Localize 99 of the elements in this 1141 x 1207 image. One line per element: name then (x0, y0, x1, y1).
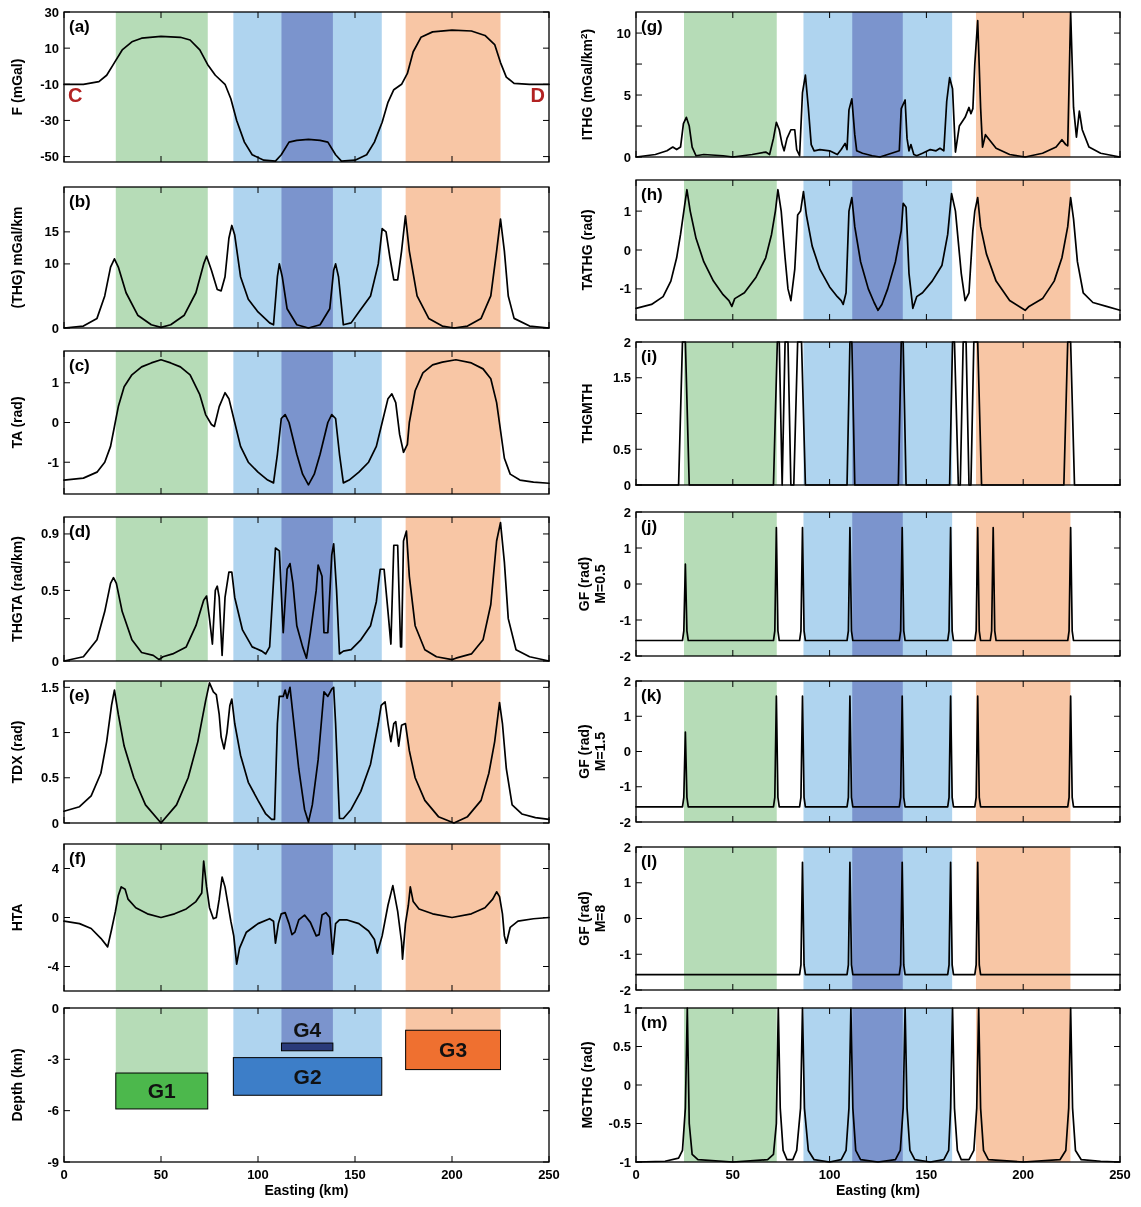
y-tick-label: -10 (40, 76, 59, 92)
x-tick-label: 100 (247, 1167, 269, 1182)
y-tick-label: 10 (616, 25, 631, 41)
y-tick-label: -2 (619, 982, 631, 998)
y-tick-label: -1 (47, 454, 59, 470)
y-tick-label: 1 (51, 375, 59, 391)
y-tick-label: 0 (623, 1077, 631, 1093)
y-tick-label: 0.5 (612, 441, 631, 457)
y-axis-title: F (mGal) (9, 58, 25, 116)
y-axis-title: MGTHG (rad) (579, 1041, 595, 1129)
y-tick-label: 0 (623, 477, 631, 493)
y-tick-label: -50 (40, 149, 59, 165)
annotation: (d) (69, 522, 91, 541)
annotation: (m) (641, 1013, 668, 1032)
x-axis-title: Easting (km) (835, 1182, 921, 1198)
y-tick-label: 2 (623, 504, 631, 520)
x-tick-label: 100 (818, 1167, 841, 1182)
x-tick-label: 250 (1109, 1167, 1131, 1182)
y-tick-label: -2 (619, 648, 631, 664)
annotation: G4 (293, 1018, 322, 1042)
x-tick-label: 150 (915, 1167, 938, 1182)
y-tick-label: 2 (623, 673, 631, 689)
y-tick-label: 1 (51, 725, 59, 741)
y-tick-label: 0 (51, 653, 59, 669)
y-tick-label: 0 (623, 911, 631, 927)
annotation: G3 (439, 1038, 468, 1062)
y-axis-title: TATHG (rad) (579, 209, 595, 291)
y-tick-label: 0 (623, 242, 631, 258)
annotation: (i) (641, 347, 658, 366)
y-tick-label: 1 (623, 540, 631, 556)
y-tick-label: 30 (44, 4, 59, 20)
y-tick-label: 2 (623, 839, 631, 855)
annotation: (j) (641, 517, 658, 536)
y-tick-label: -2 (619, 814, 631, 830)
y-tick-label: -0.5 (608, 1116, 631, 1132)
y-tick-label: 2 (623, 334, 631, 350)
y-tick-label: -3 (47, 1051, 59, 1067)
y-tick-label: -1 (619, 946, 631, 962)
annotation: (b) (69, 192, 91, 211)
x-tick-label: 150 (344, 1167, 366, 1182)
y-tick-label: 0 (623, 149, 631, 165)
y-tick-label: 0 (51, 910, 59, 926)
annotation: D (530, 83, 545, 106)
annotation: C (68, 83, 83, 106)
y-tick-label: 0.5 (40, 582, 59, 598)
annotation: G1 (147, 1079, 177, 1103)
y-tick-label: 0 (51, 320, 59, 336)
annotation: (a) (69, 17, 90, 36)
y-tick-label: 10 (44, 40, 59, 56)
y-tick-label: 10 (44, 256, 59, 272)
annotation: G2 (293, 1064, 322, 1088)
y-tick-label: -1 (619, 612, 631, 628)
y-tick-label: -30 (40, 112, 59, 128)
y-axis-title: GF (rad) M=0.5 (576, 556, 608, 612)
y-tick-label: -1 (619, 281, 631, 297)
annotation: (g) (641, 17, 663, 36)
y-tick-label: -1 (619, 779, 631, 795)
x-tick-label: 50 (153, 1167, 169, 1182)
y-axis-title: THGMTH (579, 383, 595, 444)
y-tick-label: 0.5 (612, 1039, 631, 1055)
y-tick-label: 1 (623, 1000, 631, 1016)
y-tick-label: 1 (623, 875, 631, 891)
y-axis-title: TA (rad) (9, 396, 25, 449)
x-tick-label: 250 (538, 1167, 560, 1182)
y-axis-title: TDX (rad) (9, 720, 25, 784)
x-tick-label: 200 (441, 1167, 463, 1182)
annotation: (c) (69, 356, 90, 375)
y-tick-label: -9 (47, 1154, 59, 1170)
annotation: (h) (641, 185, 663, 204)
y-tick-label: 0 (51, 815, 59, 831)
y-tick-label: 1 (623, 203, 631, 219)
y-axis-title: GF (rad) M=8 (576, 891, 608, 946)
y-tick-label: 0.9 (40, 526, 59, 542)
annotation: (e) (69, 686, 90, 705)
y-axis-title: HTA (9, 903, 25, 932)
y-tick-label: -1 (619, 1154, 631, 1170)
y-tick-label: -6 (47, 1103, 59, 1119)
annotation: (f) (69, 849, 86, 868)
annotation: (l) (641, 852, 658, 871)
y-tick-label: 1.5 (40, 679, 59, 695)
y-tick-label: 4 (51, 861, 60, 877)
y-axis-title: GF (rad) M=1.5 (576, 724, 608, 779)
y-tick-label: 0 (623, 576, 631, 592)
y-axis-title: (THG) mGal/km (9, 206, 25, 309)
y-tick-label: 5 (623, 87, 631, 103)
y-tick-label: 0.5 (40, 770, 59, 786)
x-tick-label: 200 (1012, 1167, 1035, 1182)
y-axis-title: THGTA (rad/km) (9, 536, 25, 642)
y-tick-label: 15 (44, 224, 59, 240)
y-tick-label: -4 (47, 959, 60, 975)
y-tick-label: 0 (623, 744, 631, 760)
x-tick-label: 50 (725, 1167, 741, 1182)
y-tick-label: 1.5 (612, 370, 631, 386)
y-tick-label: 0 (51, 415, 59, 431)
y-tick-label: 1 (623, 708, 631, 724)
y-tick-label: 0 (51, 1000, 59, 1016)
x-axis-title: Easting (km) (264, 1182, 349, 1198)
annotation: (k) (641, 686, 662, 705)
y-axis-title: Depth (km) (9, 1048, 25, 1122)
